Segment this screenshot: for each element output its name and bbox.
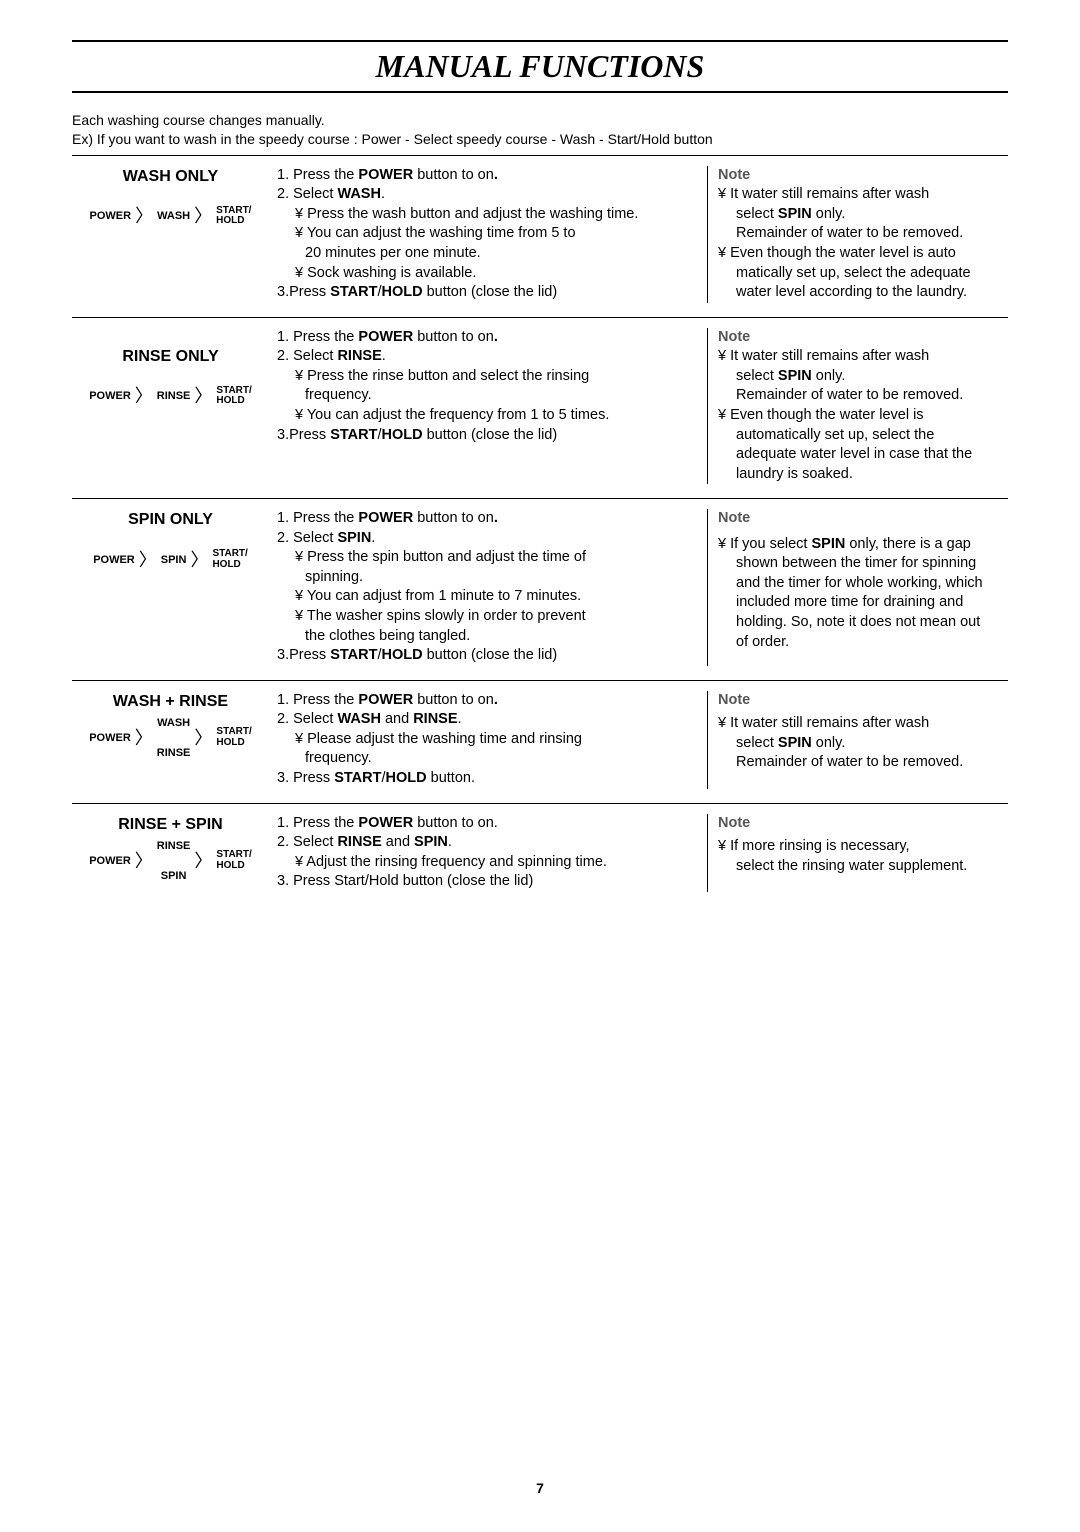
btn-start-hold: START/HOLD [212,549,247,570]
btn-start-hold: START/HOLD [216,386,251,407]
button-sequence: POWER 〉 RINSE SPIN 〉 START/HOLD [72,840,269,882]
btn-power: POWER [90,210,132,222]
steps: 1. Press the POWER button to on. 2. Sele… [277,166,707,303]
chevron-icon: 〉 [139,551,157,569]
chevron-icon: 〉 [194,207,212,225]
row-spin-only: SPIN ONLY POWER 〉 SPIN 〉 START/HOLD 1. P… [72,498,1008,680]
chevron-icon: 〉 [135,729,153,747]
chevron-icon: 〉 [190,551,208,569]
row-wash-only: WASH ONLY POWER 〉 WASH 〉 START/HOLD 1. P… [72,155,1008,317]
mode-title: SPIN ONLY [72,511,269,529]
steps: 1. Press the POWER button to on. 2. Sele… [277,691,707,789]
row-wash-rinse: WASH + RINSE POWER 〉 WASH RINSE 〉 START/… [72,680,1008,803]
button-sequence: POWER 〉 SPIN 〉 START/HOLD [72,549,269,570]
chevron-icon: 〉 [135,852,153,870]
btn-rinse-spin-stack: RINSE SPIN [157,840,191,882]
intro-text: Each washing course changes manually. Ex… [72,111,1008,149]
chevron-icon: 〉 [135,207,153,225]
note: Note ¥ It water still remains after wash… [707,691,1008,789]
btn-power: POWER [89,855,131,867]
btn-power: POWER [89,732,131,744]
note: Note ¥ If more rinsing is necessary, sel… [707,814,1008,892]
row-rinse-spin: RINSE + SPIN POWER 〉 RINSE SPIN 〉 START/… [72,803,1008,906]
page-title: MANUAL FUNCTIONS [72,48,1008,85]
steps: 1. Press the POWER button to on. 2. Sele… [277,509,707,666]
btn-power: POWER [89,390,131,402]
btn-wash: WASH [157,210,190,222]
chevron-icon: 〉 [194,852,212,870]
steps: 1. Press the POWER button to on. 2. Sele… [277,328,707,485]
intro-line1: Each washing course changes manually. [72,111,1008,130]
chevron-icon: 〉 [194,387,212,405]
page-number: 7 [0,1480,1080,1496]
note: Note ¥ If you select SPIN only, there is… [707,509,1008,666]
btn-power: POWER [93,554,135,566]
button-sequence: POWER 〉 RINSE 〉 START/HOLD [72,386,269,407]
note: Note ¥ It water still remains after wash… [707,328,1008,485]
intro-line2: Ex) If you want to wash in the speedy co… [72,130,1008,149]
mode-title: RINSE + SPIN [72,816,269,834]
row-rinse-only: RINSE ONLY POWER 〉 RINSE 〉 START/HOLD 1.… [72,317,1008,499]
mode-title: RINSE ONLY [72,348,269,366]
button-sequence: POWER 〉 WASH RINSE 〉 START/HOLD [72,717,269,759]
mode-title: WASH ONLY [72,168,269,186]
chevron-icon: 〉 [135,387,153,405]
mode-title: WASH + RINSE [72,693,269,711]
btn-rinse: RINSE [157,390,191,402]
btn-start-hold: START/HOLD [216,727,251,748]
button-sequence: POWER 〉 WASH 〉 START/HOLD [72,206,269,227]
steps: 1. Press the POWER button to on. 2. Sele… [277,814,707,892]
btn-start-hold: START/HOLD [216,850,251,871]
btn-start-hold: START/HOLD [216,206,251,227]
chevron-icon: 〉 [194,729,212,747]
btn-wash-rinse-stack: WASH RINSE [157,717,191,759]
note: Note ¥ It water still remains after wash… [707,166,1008,303]
btn-spin: SPIN [161,554,187,566]
